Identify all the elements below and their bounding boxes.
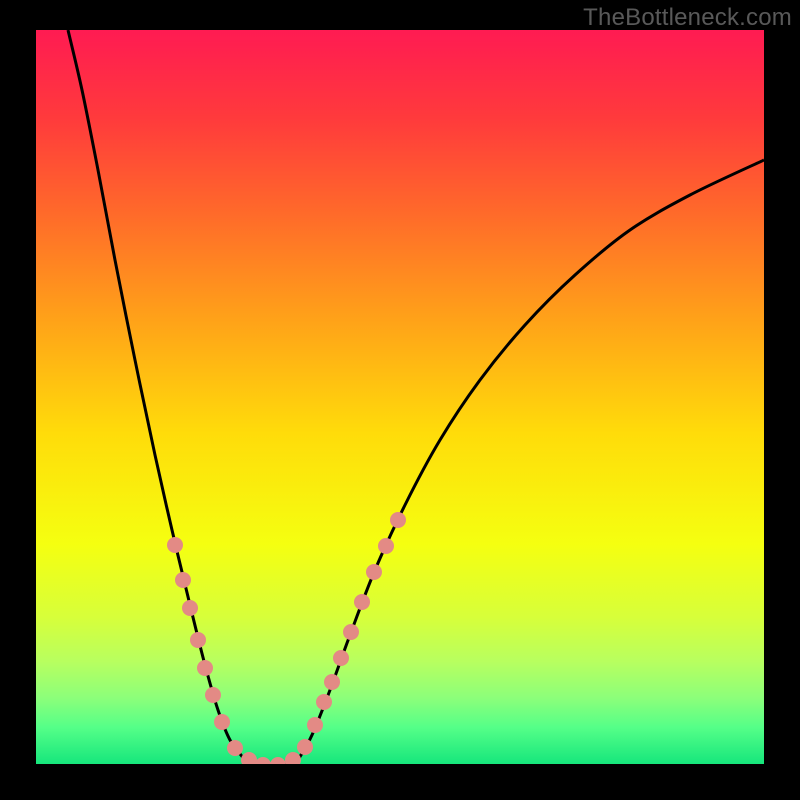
highlight-dot [167,537,183,553]
plot-background [36,30,764,764]
watermark-text: TheBottleneck.com [583,4,792,32]
highlight-dot [354,594,370,610]
bottleneck-chart: TheBottleneck.com [0,0,800,800]
highlight-dot [227,740,243,756]
highlight-dot [324,674,340,690]
highlight-dot [297,739,313,755]
highlight-dot [390,512,406,528]
highlight-dot [316,694,332,710]
highlight-dot [366,564,382,580]
highlight-dot [182,600,198,616]
highlight-dot [307,717,323,733]
highlight-dot [205,687,221,703]
highlight-dot [378,538,394,554]
highlight-dot [343,624,359,640]
highlight-dot [214,714,230,730]
highlight-dot [190,632,206,648]
highlight-dot [197,660,213,676]
highlight-dot [333,650,349,666]
chart-svg [0,0,800,800]
highlight-dot [175,572,191,588]
